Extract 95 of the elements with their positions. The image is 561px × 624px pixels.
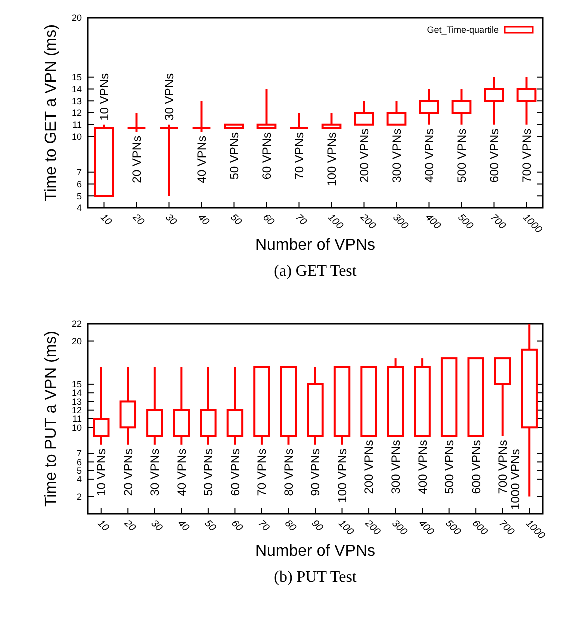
x-tick-label: 500 (456, 212, 476, 232)
text: 40 VPNs (174, 448, 189, 496)
x-tick-label: 400 (423, 212, 444, 232)
y-tick-label: 13 (72, 396, 82, 407)
text: 400 VPNs (422, 128, 436, 183)
text: 60 VPNs (228, 448, 242, 496)
text: 500 VPNs (454, 128, 469, 183)
x-tick-label: 50 (228, 212, 244, 228)
y-tick-label: 15 (72, 380, 82, 390)
x-tick-label: 90 (309, 518, 326, 534)
x-tick-label: 80 (282, 518, 299, 534)
text: 500 VPNs (442, 440, 457, 494)
y-tick-label: 5 (76, 466, 82, 476)
y-axis-title: Time to GET a VPN (ms) (43, 24, 60, 202)
y-tick-label: 11 (72, 414, 82, 424)
x-tick-label: 60 (229, 518, 246, 534)
y-tick-label: 15 (72, 72, 82, 83)
text: 100 VPNs (335, 448, 350, 503)
x-tick-label: 300 (390, 518, 410, 538)
text: 60 VPNs (260, 132, 274, 180)
x-tick-label: 20 (121, 518, 138, 534)
text: 200 VPNs (357, 128, 372, 183)
text: 10 VPNs (94, 448, 109, 496)
x-tick-label: 100 (336, 518, 356, 538)
x-axis-title: Number of VPNs (255, 543, 376, 560)
text: 100 VPNs (324, 132, 339, 186)
text: 300 VPNs (388, 440, 403, 494)
candlestick (452, 88, 472, 126)
candlestick (120, 366, 137, 446)
text: 80 VPNs (282, 448, 296, 496)
text: 90 VPNs (308, 448, 323, 496)
x-tick-label: 600 (470, 518, 490, 538)
x-tick-label: 10 (98, 212, 114, 228)
y-tick-label: 20 (72, 13, 82, 24)
y-tick-label: 6 (76, 179, 82, 190)
y-tick-label: 6 (76, 457, 82, 468)
text: (a) GET Test (274, 263, 358, 280)
y-tick-label: 12 (72, 406, 82, 416)
text: 70 VPNs (255, 448, 270, 496)
text: 50 VPNs (202, 448, 216, 496)
text: 400 VPNs (416, 440, 430, 494)
text: 20 VPNs (130, 136, 144, 184)
text: 20 VPNs (121, 448, 136, 496)
x-tick-label: 10 (95, 518, 112, 534)
x-tick-label: 200 (357, 212, 378, 232)
text: 1000 VPNs (508, 449, 522, 510)
y-tick-label: 12 (72, 108, 82, 118)
text: 50 VPNs (227, 132, 242, 180)
x-tick-label: 300 (390, 212, 411, 232)
x-tick-label: 40 (196, 212, 212, 228)
x-tick-label: 70 (293, 212, 310, 228)
y-tick-label: 10 (72, 132, 82, 142)
y-tick-label: 5 (76, 191, 82, 202)
candlestick (484, 76, 504, 126)
x-tick-label: 50 (202, 518, 218, 534)
text: 70 VPNs (292, 132, 306, 180)
text: 10 VPNs (97, 74, 112, 121)
y-tick-label: 10 (72, 422, 82, 433)
y-tick-label: 7 (76, 448, 82, 459)
text: 700 VPNs (520, 128, 534, 183)
y-tick-label: 2 (76, 492, 82, 502)
y-tick-label: 14 (72, 388, 82, 398)
x-tick-label: 30 (148, 518, 165, 534)
x-tick-label: 700 (496, 518, 517, 538)
y-tick-label: 13 (72, 96, 82, 106)
x-tick-label: 500 (443, 518, 464, 538)
text: 600 VPNs (469, 440, 484, 494)
text: 40 VPNs (194, 136, 209, 184)
x-axis-title: Number of VPNs (255, 237, 376, 254)
text: 700 VPNs (496, 440, 510, 494)
x-tick-label: 30 (163, 212, 180, 228)
y-tick-label: 4 (76, 203, 82, 214)
x-tick-label: 60 (260, 212, 277, 228)
text: 200 VPNs (362, 440, 376, 494)
y-axis-title: Time to PUT a VPN (ms) (43, 330, 60, 508)
x-tick-label: 400 (416, 518, 436, 538)
candlestick (419, 88, 440, 126)
x-tick-label: 200 (362, 518, 383, 538)
y-tick-label: 7 (76, 168, 82, 178)
text: 30 VPNs (162, 74, 176, 121)
x-tick-label: 700 (488, 212, 508, 232)
y-tick-label: 20 (72, 336, 82, 346)
y-tick-label: 4 (76, 474, 82, 485)
text: 30 VPNs (148, 448, 162, 496)
y-tick-label: 22 (72, 319, 82, 330)
y-tick-label: 11 (72, 120, 82, 130)
x-tick-label: 70 (256, 518, 272, 534)
text: 600 VPNs (487, 128, 502, 183)
y-tick-label: 14 (72, 84, 82, 94)
legend-label: Get_Time-quartile (427, 25, 499, 36)
x-tick-label: 40 (176, 518, 192, 534)
text: 300 VPNs (390, 128, 404, 183)
x-tick-label: 100 (326, 212, 346, 232)
x-tick-label: 20 (130, 212, 147, 228)
text: (b) PUT Test (274, 569, 358, 586)
